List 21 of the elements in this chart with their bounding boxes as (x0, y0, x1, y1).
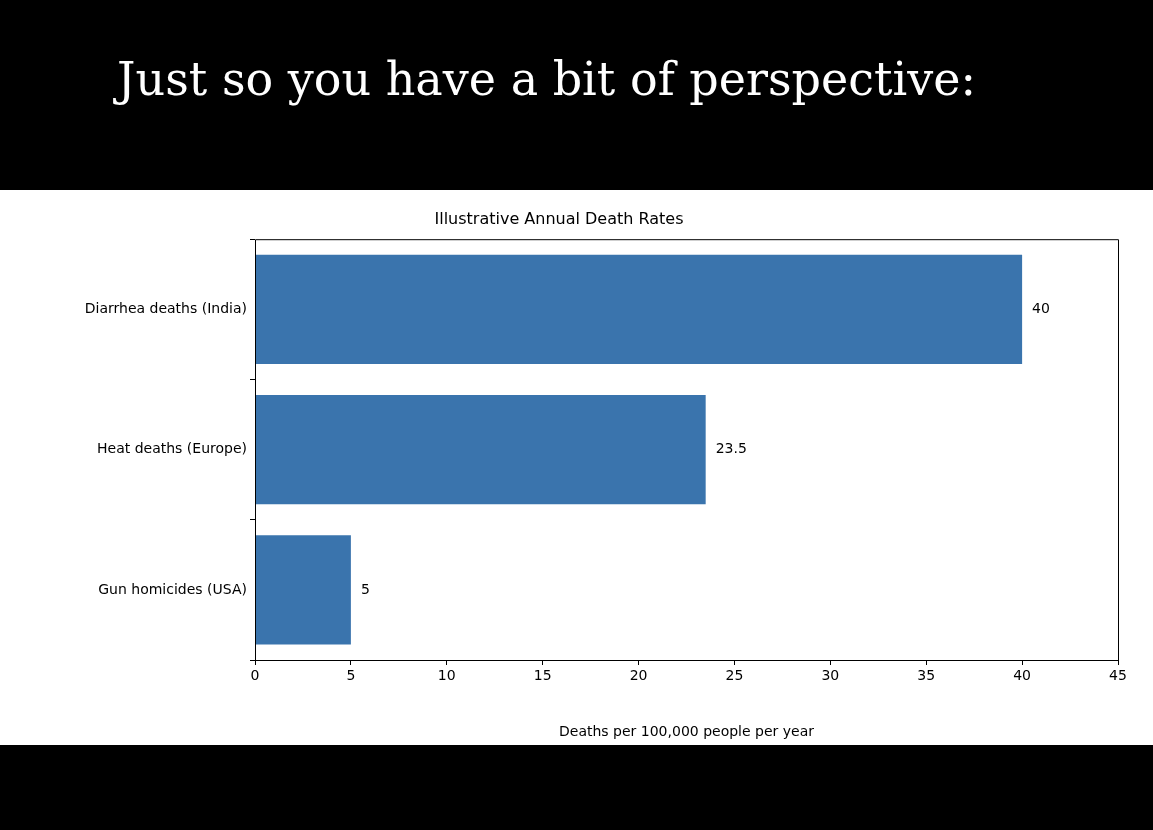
x-tick-label: 10 (437, 667, 456, 684)
data-label: 23.5 (715, 440, 747, 457)
chart-subtitle: Illustrative Annual Death Rates (434, 208, 684, 228)
bar (255, 254, 1023, 365)
y-tick-label: Diarrhea deaths (India) (84, 299, 247, 316)
x-tick-label: 35 (917, 667, 936, 684)
x-tick-label: 45 (1109, 667, 1127, 684)
x-tick-label: 40 (1013, 667, 1032, 684)
x-tick-label: 0 (250, 667, 260, 684)
x-tick-label: 25 (725, 667, 744, 684)
x-tick-label: 30 (821, 667, 840, 684)
data-label: 40 (1032, 299, 1050, 316)
x-axis-title: Deaths per 100,000 people per year (559, 723, 815, 740)
data-label: 5 (360, 580, 370, 597)
bar (255, 535, 351, 645)
x-tick-label: 15 (533, 667, 552, 684)
bar (255, 394, 706, 505)
y-tick-label: Gun homicides (USA) (98, 580, 247, 597)
x-tick-label: 5 (346, 667, 356, 684)
x-tick-label: 20 (629, 667, 648, 684)
y-tick-label: Heat deaths (Europe) (96, 440, 247, 457)
